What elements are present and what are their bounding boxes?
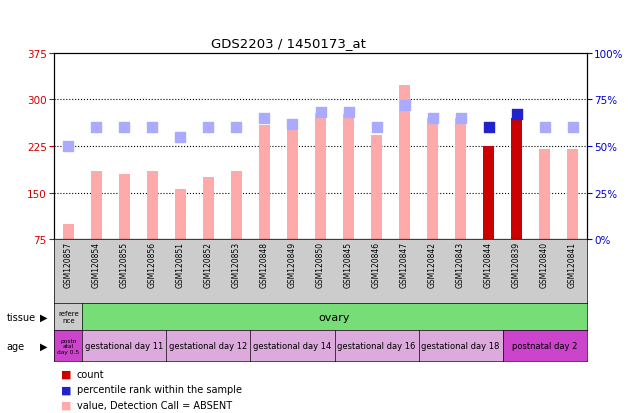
Text: GSM120844: GSM120844	[484, 242, 493, 287]
Text: postnatal day 2: postnatal day 2	[512, 342, 577, 350]
Text: GSM120840: GSM120840	[540, 242, 549, 287]
Text: gestational day 12: gestational day 12	[169, 342, 247, 350]
Point	[92, 125, 102, 131]
Point	[287, 121, 297, 128]
Text: gestational day 18: gestational day 18	[421, 342, 500, 350]
Point	[455, 115, 465, 122]
Point	[203, 125, 213, 131]
Bar	[427, 119, 438, 240]
Bar	[91, 171, 102, 240]
Text: GSM120854: GSM120854	[92, 242, 101, 287]
Point	[231, 125, 242, 131]
Bar	[147, 171, 158, 240]
Text: ▶: ▶	[40, 341, 47, 351]
Bar	[259, 126, 270, 240]
Bar	[455, 119, 466, 240]
Bar	[483, 147, 494, 240]
Bar	[231, 171, 242, 240]
Point	[483, 125, 494, 131]
Bar	[63, 224, 74, 240]
Point	[315, 110, 326, 116]
Text: GSM120849: GSM120849	[288, 242, 297, 287]
Text: count: count	[77, 369, 104, 379]
Point	[371, 125, 381, 131]
Bar	[315, 114, 326, 240]
Bar	[343, 115, 354, 240]
Text: GSM120848: GSM120848	[260, 242, 269, 287]
Point	[539, 125, 549, 131]
Bar	[511, 119, 522, 240]
Text: GDS2203 / 1450173_at: GDS2203 / 1450173_at	[211, 37, 366, 50]
Text: GSM120850: GSM120850	[316, 242, 325, 287]
Text: gestational day 14: gestational day 14	[253, 342, 331, 350]
Text: gestational day 11: gestational day 11	[85, 342, 163, 350]
Bar	[371, 135, 382, 240]
Point	[63, 143, 74, 150]
Text: ■: ■	[61, 385, 71, 394]
Text: ■: ■	[61, 400, 71, 410]
Point	[176, 134, 186, 140]
Bar	[287, 131, 298, 240]
Text: GSM120841: GSM120841	[568, 242, 577, 287]
Text: age: age	[6, 341, 24, 351]
Point	[344, 110, 354, 116]
Text: percentile rank within the sample: percentile rank within the sample	[77, 385, 242, 394]
Text: value, Detection Call = ABSENT: value, Detection Call = ABSENT	[77, 400, 232, 410]
Bar	[175, 190, 186, 240]
Text: ▶: ▶	[40, 312, 47, 322]
Point	[260, 115, 270, 122]
Text: GSM120845: GSM120845	[344, 242, 353, 287]
Point	[147, 125, 158, 131]
Text: tissue: tissue	[6, 312, 35, 322]
Text: refere
nce: refere nce	[58, 311, 79, 323]
Text: GSM120855: GSM120855	[120, 242, 129, 287]
Bar	[203, 178, 214, 240]
Bar	[539, 150, 550, 240]
Text: GSM120857: GSM120857	[64, 242, 73, 287]
Text: GSM120842: GSM120842	[428, 242, 437, 287]
Text: gestational day 16: gestational day 16	[337, 342, 416, 350]
Text: GSM120843: GSM120843	[456, 242, 465, 287]
Text: GSM120852: GSM120852	[204, 242, 213, 287]
Point	[119, 125, 129, 131]
Point	[428, 115, 438, 122]
Text: GSM120847: GSM120847	[400, 242, 409, 287]
Text: GSM120851: GSM120851	[176, 242, 185, 287]
Point	[399, 102, 410, 109]
Text: postn
atal
day 0.5: postn atal day 0.5	[58, 338, 79, 354]
Point	[567, 125, 578, 131]
Bar	[119, 174, 130, 240]
Bar	[567, 150, 578, 240]
Text: GSM120853: GSM120853	[232, 242, 241, 287]
Text: GSM120839: GSM120839	[512, 242, 521, 287]
Bar	[399, 86, 410, 240]
Point	[512, 112, 522, 118]
Text: ■: ■	[61, 369, 71, 379]
Text: GSM120856: GSM120856	[148, 242, 157, 287]
Text: ovary: ovary	[319, 312, 350, 322]
Text: GSM120846: GSM120846	[372, 242, 381, 287]
